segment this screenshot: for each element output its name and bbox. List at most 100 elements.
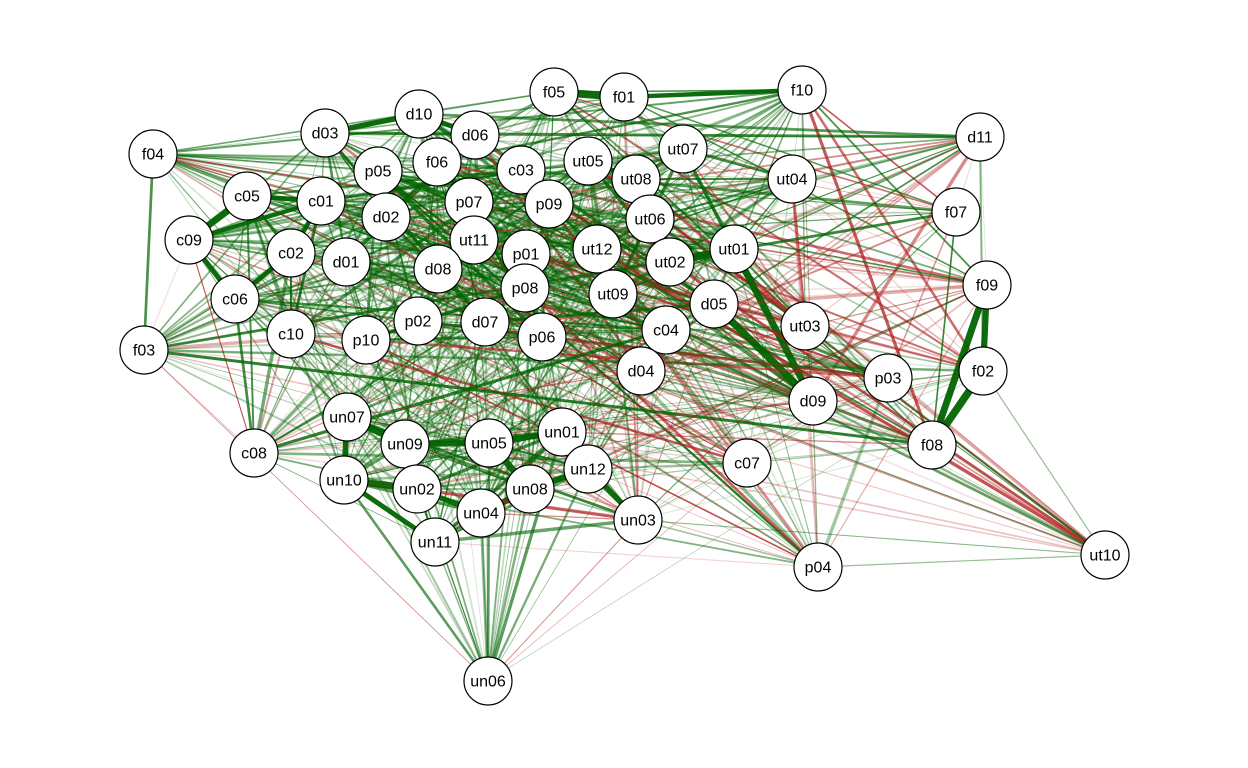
node-circle — [588, 269, 638, 319]
node-f07: f07 — [931, 187, 981, 237]
edge-p08-p10 — [365, 286, 526, 342]
edge-f08-un03 — [637, 444, 933, 521]
node-circle — [128, 129, 178, 179]
node-circle — [410, 517, 460, 567]
node-c02: c02 — [266, 228, 316, 278]
edge-un09-p04 — [404, 443, 819, 568]
node-un06: un06 — [463, 656, 513, 706]
edge-ut09-d09 — [612, 293, 814, 402]
node-label: c08 — [241, 446, 267, 463]
edge-ut07-c08 — [253, 148, 684, 454]
node-circle — [767, 154, 817, 204]
edge-d11-f09 — [979, 136, 988, 286]
node-d10: d10 — [394, 89, 444, 139]
edge-ut01-d09 — [730, 247, 817, 403]
edge-un01-c07 — [561, 431, 748, 464]
edge-un12-p04 — [587, 468, 819, 568]
node-label: ut08 — [620, 172, 651, 189]
node-d04: d04 — [616, 346, 666, 396]
node-circle — [958, 346, 1008, 396]
edge-ut12-un06 — [487, 248, 598, 682]
node-circle — [1080, 530, 1130, 580]
edge-d04-c08 — [253, 370, 642, 454]
edge-p06-un10 — [343, 336, 543, 481]
node-circle — [463, 656, 513, 706]
node-label: ut07 — [667, 142, 698, 159]
edge-p06-un06 — [487, 336, 543, 682]
node-label: un11 — [418, 535, 453, 552]
node-p05: p05 — [353, 146, 403, 196]
node-circle — [777, 65, 827, 115]
node-f01: f01 — [599, 72, 649, 122]
node-p02: p02 — [393, 296, 443, 346]
node-c04: c04 — [641, 305, 691, 355]
node-circle — [500, 263, 550, 313]
edge-un01-un11 — [433, 430, 564, 544]
edge-c01-p09 — [320, 200, 550, 205]
node-circle — [322, 392, 372, 442]
edge-ut11-d04 — [473, 239, 642, 372]
node-circle — [164, 215, 214, 265]
node-label: f06 — [426, 155, 448, 172]
edge-ut01-ut10 — [733, 247, 1106, 557]
edge-ut02-ut10 — [669, 260, 1106, 557]
node-ut01: ut01 — [709, 224, 759, 274]
edge-un05-un06 — [486, 442, 491, 682]
edge-un08-un06 — [486, 488, 532, 682]
edge-f07-ut03 — [804, 211, 957, 327]
node-circle — [689, 279, 739, 329]
node-circle — [641, 305, 691, 355]
node-circle — [496, 145, 546, 195]
node-f05: f05 — [529, 67, 579, 117]
node-p10: p10 — [341, 315, 391, 365]
edge-f05-f02 — [553, 91, 984, 372]
node-un11: un11 — [410, 517, 460, 567]
node-label: d05 — [701, 297, 728, 314]
edge-un11-un06 — [434, 541, 489, 682]
node-circle — [413, 244, 463, 294]
node-label: un08 — [512, 482, 548, 499]
edge-f02-c08 — [253, 370, 984, 454]
edge-c04-ut10 — [665, 329, 1106, 556]
node-label: un05 — [471, 436, 507, 453]
node-c08: c08 — [229, 428, 279, 478]
edge-c03-un03 — [520, 169, 639, 521]
node-circle — [793, 542, 843, 592]
edge-ut09-c07 — [612, 293, 748, 464]
edge-p08-p03 — [524, 286, 889, 380]
node-d08: d08 — [413, 244, 463, 294]
edge-f01-f10 — [623, 87, 803, 100]
edge-un03-p04 — [637, 519, 819, 568]
node-label: un01 — [544, 425, 580, 442]
node-circle — [392, 464, 442, 514]
edge-ut04-d09 — [791, 178, 814, 402]
edge-un12-un11 — [434, 467, 589, 544]
node-label: f08 — [921, 438, 943, 455]
node-label: ut04 — [776, 172, 807, 189]
node-c01: c01 — [296, 176, 346, 226]
node-circle — [537, 407, 587, 457]
node-circle — [450, 110, 500, 160]
edge-ut03-p10 — [365, 325, 806, 341]
edge-d08-d09 — [437, 268, 814, 402]
node-circle — [321, 237, 371, 287]
edge-c09-c08 — [188, 239, 255, 454]
node-layer: f05 f01 f10 d10 d03 d06 f04 f06 p05 c03 ut05 ut07 d1… — [119, 65, 1130, 706]
node-p08: p08 — [500, 263, 550, 313]
node-c05: c05 — [222, 171, 272, 221]
edge-c07-un12 — [587, 462, 748, 470]
edge-c06-c08 — [233, 298, 256, 454]
edge-p03-p04 — [816, 377, 890, 568]
node-label: c07 — [734, 456, 760, 473]
node-f10: f10 — [777, 65, 827, 115]
edge-f03-d09 — [143, 349, 814, 402]
node-circle — [341, 315, 391, 365]
edge-ut10-p04 — [817, 554, 1106, 568]
edge-f10-ut02 — [669, 89, 803, 263]
node-label: ut01 — [718, 242, 749, 259]
node-label: p03 — [875, 371, 902, 388]
node-c06: c06 — [210, 274, 260, 324]
edge-ut04-f02 — [791, 178, 984, 372]
node-ut03: ut03 — [780, 301, 830, 351]
node-un12: un12 — [563, 444, 613, 494]
